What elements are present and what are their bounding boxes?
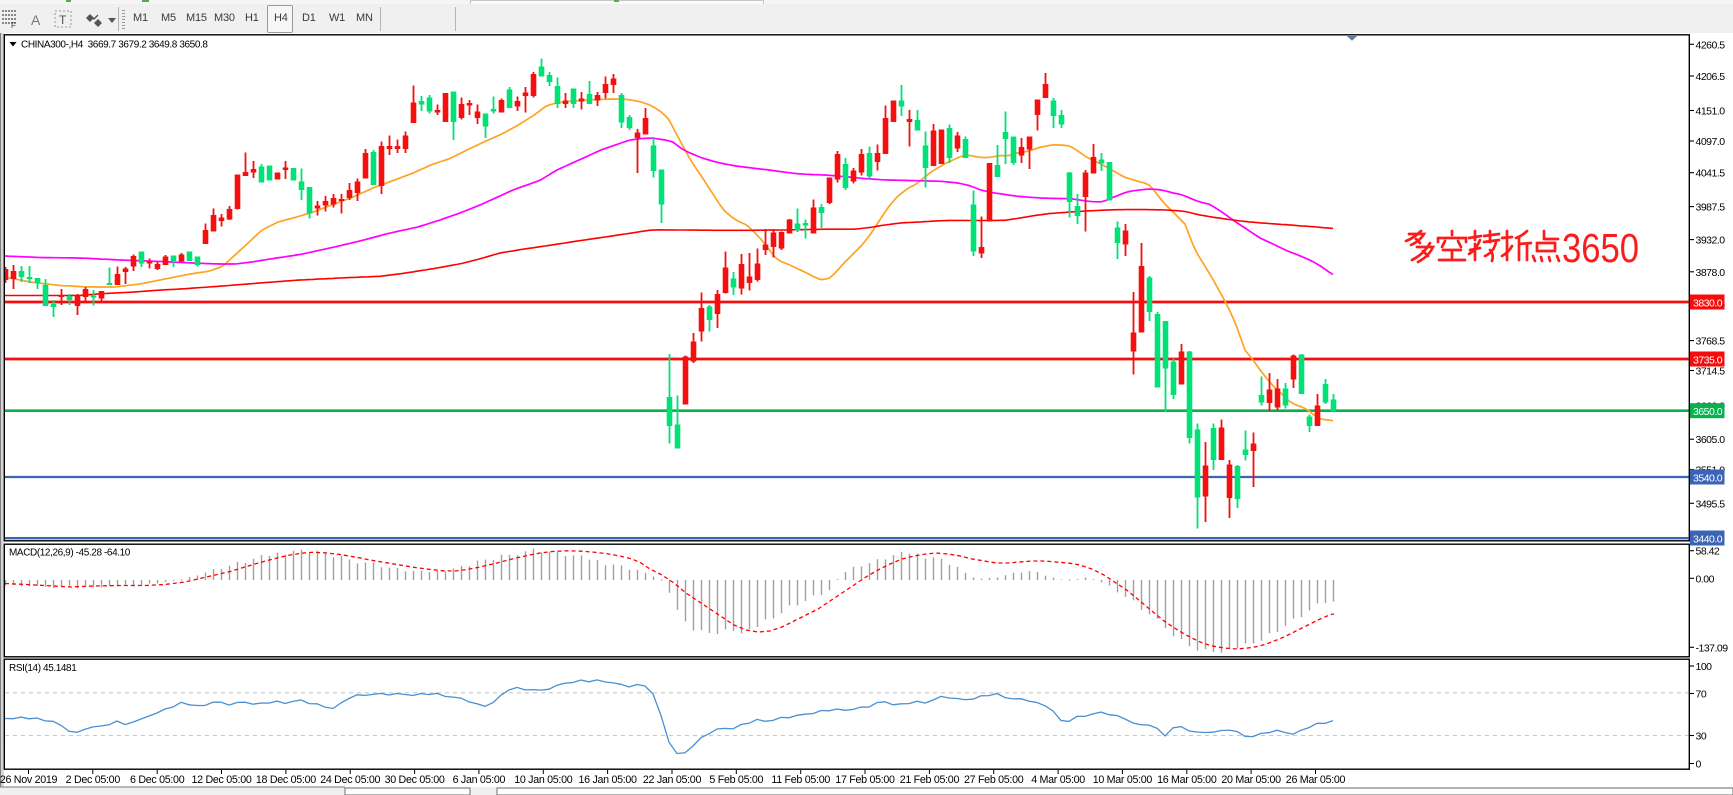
svg-text:20 Mar 05:00: 20 Mar 05:00 xyxy=(1221,774,1281,786)
svg-text:100: 100 xyxy=(1696,661,1713,673)
svg-text:22 Jan 05:00: 22 Jan 05:00 xyxy=(643,774,702,786)
svg-text:30: 30 xyxy=(1696,731,1707,743)
svg-text:F: F xyxy=(11,21,16,30)
svg-text:16 Mar 05:00: 16 Mar 05:00 xyxy=(1157,774,1217,786)
svg-text:3540.0: 3540.0 xyxy=(1693,473,1723,485)
svg-text:18 Dec 05:00: 18 Dec 05:00 xyxy=(256,774,316,786)
svg-text:16 Jan 05:00: 16 Jan 05:00 xyxy=(578,774,637,786)
svg-text:3650: 3650 xyxy=(1562,225,1639,271)
svg-text:4041.5: 4041.5 xyxy=(1696,168,1726,180)
svg-text:T: T xyxy=(59,13,67,27)
svg-text:2 Dec 05:00: 2 Dec 05:00 xyxy=(66,774,121,786)
svg-text:24 Dec 05:00: 24 Dec 05:00 xyxy=(320,774,380,786)
svg-text:58.42: 58.42 xyxy=(1696,546,1720,558)
svg-text:RSI(14) 45.1481: RSI(14) 45.1481 xyxy=(9,663,77,674)
svg-text:0: 0 xyxy=(1696,759,1702,771)
svg-text:3605.0: 3605.0 xyxy=(1696,434,1726,446)
svg-text:-137.09: -137.09 xyxy=(1696,642,1729,654)
svg-text:CHINA300-,H4 3669.7 3679.2 36: CHINA300-,H4 3669.7 3679.2 3649.8 3650.8 xyxy=(21,40,208,51)
svg-text:4 Mar 05:00: 4 Mar 05:00 xyxy=(1031,774,1085,786)
svg-text:3768.5: 3768.5 xyxy=(1696,336,1726,348)
svg-text:3878.0: 3878.0 xyxy=(1696,267,1726,279)
svg-text:11 Feb 05:00: 11 Feb 05:00 xyxy=(771,774,830,786)
svg-text:10 Jan 05:00: 10 Jan 05:00 xyxy=(514,774,573,786)
svg-text:70: 70 xyxy=(1696,689,1707,701)
svg-text:3440.0: 3440.0 xyxy=(1693,534,1723,546)
svg-text:6 Jan 05:00: 6 Jan 05:00 xyxy=(453,774,506,786)
svg-text:26 Nov 2019: 26 Nov 2019 xyxy=(0,774,58,786)
svg-text:4151.0: 4151.0 xyxy=(1696,106,1726,118)
svg-text:12 Dec 05:00: 12 Dec 05:00 xyxy=(192,774,252,786)
svg-text:4097.0: 4097.0 xyxy=(1696,136,1726,148)
svg-text:3987.5: 3987.5 xyxy=(1696,202,1726,214)
svg-text:3735.0: 3735.0 xyxy=(1693,355,1723,367)
svg-text:30 Dec 05:00: 30 Dec 05:00 xyxy=(385,774,445,786)
svg-text:6 Dec 05:00: 6 Dec 05:00 xyxy=(130,774,185,786)
svg-text:MACD(12,26,9) -45.28 -64.10: MACD(12,26,9) -45.28 -64.10 xyxy=(9,548,131,559)
svg-text:3830.0: 3830.0 xyxy=(1693,298,1723,310)
svg-text:10 Mar 05:00: 10 Mar 05:00 xyxy=(1093,774,1153,786)
svg-text:3650.0: 3650.0 xyxy=(1693,406,1723,418)
svg-text:21 Feb 05:00: 21 Feb 05:00 xyxy=(900,774,960,786)
svg-text:4260.5: 4260.5 xyxy=(1696,39,1726,51)
svg-text:5 Feb 05:00: 5 Feb 05:00 xyxy=(709,774,763,786)
svg-text:0.00: 0.00 xyxy=(1696,573,1715,585)
svg-text:4206.5: 4206.5 xyxy=(1696,71,1726,83)
svg-text:3714.5: 3714.5 xyxy=(1696,366,1726,378)
svg-text:3495.5: 3495.5 xyxy=(1696,498,1726,510)
svg-text:3932.0: 3932.0 xyxy=(1696,235,1726,247)
svg-text:26 Mar 05:00: 26 Mar 05:00 xyxy=(1286,774,1346,786)
svg-text:17 Feb 05:00: 17 Feb 05:00 xyxy=(835,774,895,786)
svg-text:27 Feb 05:00: 27 Feb 05:00 xyxy=(964,774,1024,786)
svg-text:A: A xyxy=(31,12,41,28)
